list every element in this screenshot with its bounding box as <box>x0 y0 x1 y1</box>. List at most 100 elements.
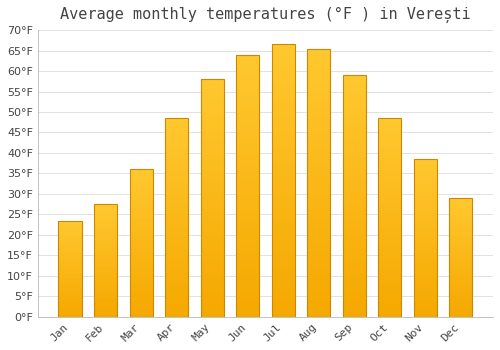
Bar <box>414 225 437 229</box>
Bar <box>165 237 188 241</box>
Bar <box>414 181 437 184</box>
Bar <box>200 136 224 141</box>
Bar <box>200 279 224 284</box>
Bar <box>450 231 472 234</box>
Bar <box>450 274 472 276</box>
Bar <box>450 295 472 298</box>
Bar <box>200 274 224 279</box>
Bar <box>58 263 82 265</box>
Bar <box>200 84 224 89</box>
Bar <box>94 296 117 299</box>
Bar <box>378 225 402 229</box>
Bar <box>165 301 188 305</box>
Bar <box>307 220 330 226</box>
Bar <box>342 273 366 278</box>
Bar <box>378 297 402 301</box>
Bar <box>58 303 82 305</box>
Bar <box>200 265 224 269</box>
Bar <box>130 225 152 228</box>
Bar <box>414 285 437 288</box>
Bar <box>130 252 152 255</box>
Bar <box>378 178 402 182</box>
Bar <box>307 194 330 199</box>
Bar <box>378 122 402 126</box>
Bar <box>236 86 259 91</box>
Bar <box>307 247 330 252</box>
Bar <box>236 238 259 243</box>
Bar <box>414 178 437 181</box>
Bar <box>414 169 437 172</box>
Bar <box>165 118 188 317</box>
Bar <box>378 118 402 317</box>
Bar <box>450 219 472 222</box>
Bar <box>378 301 402 305</box>
Bar <box>307 124 330 129</box>
Bar <box>236 306 259 312</box>
Bar <box>272 110 294 115</box>
Bar <box>236 70 259 76</box>
Bar <box>450 198 472 317</box>
Bar <box>450 215 472 217</box>
Bar <box>272 99 294 104</box>
Bar <box>165 170 188 174</box>
Bar <box>130 205 152 208</box>
Bar <box>378 309 402 313</box>
Bar <box>414 288 437 292</box>
Bar <box>307 140 330 145</box>
Bar <box>236 254 259 259</box>
Bar <box>307 102 330 107</box>
Bar <box>94 215 117 218</box>
Bar <box>200 93 224 98</box>
Bar <box>236 76 259 81</box>
Bar <box>450 243 472 246</box>
Bar <box>378 202 402 205</box>
Bar <box>450 236 472 238</box>
Bar <box>130 314 152 317</box>
Bar <box>165 130 188 134</box>
Bar <box>130 261 152 264</box>
Bar <box>236 228 259 233</box>
Bar <box>236 133 259 139</box>
Bar <box>94 299 117 301</box>
Bar <box>200 198 224 203</box>
Bar <box>450 222 472 224</box>
Bar <box>130 273 152 275</box>
Bar <box>378 305 402 309</box>
Bar <box>236 233 259 238</box>
Bar <box>307 252 330 258</box>
Bar <box>414 216 437 219</box>
Bar <box>200 226 224 231</box>
Bar <box>165 229 188 233</box>
Bar <box>130 279 152 281</box>
Bar <box>272 175 294 181</box>
Bar <box>165 225 188 229</box>
Bar <box>165 205 188 210</box>
Bar <box>165 154 188 158</box>
Bar <box>236 112 259 118</box>
Bar <box>130 228 152 231</box>
Bar <box>378 146 402 150</box>
Bar <box>450 246 472 248</box>
Bar <box>200 246 224 250</box>
Bar <box>200 155 224 160</box>
Bar <box>94 247 117 249</box>
Bar <box>236 191 259 196</box>
Bar <box>378 253 402 257</box>
Bar <box>450 238 472 241</box>
Bar <box>58 244 82 246</box>
Bar <box>342 172 366 177</box>
Bar <box>450 229 472 231</box>
Bar <box>94 267 117 270</box>
Bar <box>236 301 259 306</box>
Bar <box>414 238 437 241</box>
Bar <box>414 266 437 270</box>
Bar <box>378 210 402 214</box>
Bar <box>94 270 117 272</box>
Bar <box>378 281 402 285</box>
Bar <box>378 134 402 138</box>
Bar <box>450 290 472 293</box>
Bar <box>94 206 117 209</box>
Bar <box>58 301 82 303</box>
Bar <box>236 243 259 248</box>
Bar <box>58 220 82 317</box>
